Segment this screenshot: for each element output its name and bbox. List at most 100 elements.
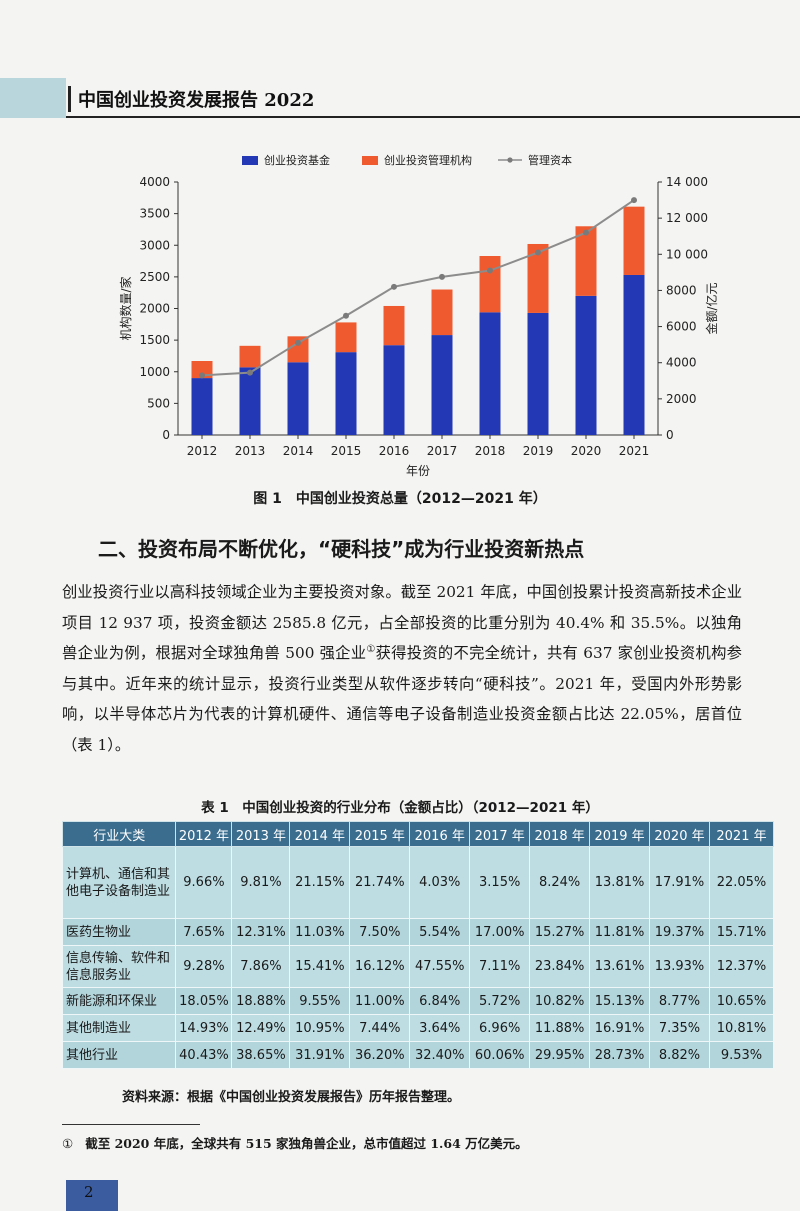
y-tick-label: 4000	[139, 175, 170, 189]
table-caption: 表 1 中国创业投资的行业分布（金额占比）（2012—2021 年）	[201, 800, 599, 816]
industry-name-cell: 信息传输、软件和信息服务业	[61, 945, 177, 988]
share-cell: 11.03%	[289, 918, 351, 946]
share-cell: 10.82%	[529, 987, 591, 1015]
share-cell: 15.13%	[589, 987, 651, 1015]
line-point	[247, 369, 253, 376]
y-tick-label: 3000	[139, 238, 170, 252]
bar-manager	[575, 226, 597, 296]
bar-manager	[239, 345, 261, 368]
share-cell: 15.27%	[529, 918, 591, 946]
section-heading: 二、投资布局不断优化，“硬科技”成为行业投资新热点	[98, 537, 585, 561]
line-point	[391, 283, 397, 290]
share-cell: 17.91%	[649, 846, 710, 919]
bar-fund	[383, 345, 405, 435]
share-cell: 32.40%	[409, 1041, 471, 1069]
y2-tick-label: 4000	[666, 356, 697, 370]
footnote-rule	[62, 1124, 200, 1125]
share-cell: 8.77%	[649, 987, 710, 1015]
footnote-reference[interactable]: ①	[366, 644, 376, 656]
y-tick-label: 500	[147, 396, 170, 410]
header-year: 2015 年	[349, 821, 411, 847]
y-tick-label: 2000	[139, 302, 170, 316]
line-point	[295, 339, 301, 346]
table-row: 信息传输、软件和信息服务业 9.28% 7.86% 15.41% 16.12% 47.55…	[61, 945, 775, 988]
legend-swatch	[362, 156, 378, 165]
share-cell: 38.65%	[231, 1041, 291, 1069]
share-cell: 6.84%	[409, 987, 471, 1015]
bar-fund	[191, 378, 213, 435]
share-cell: 8.24%	[529, 846, 591, 919]
share-cell: 11.88%	[529, 1014, 591, 1042]
share-cell: 9.66%	[175, 846, 233, 919]
bar-manager	[527, 243, 549, 313]
share-cell: 12.31%	[231, 918, 291, 946]
bar-fund	[239, 367, 261, 435]
paragraph-text-part-2: 获得投资的不完全统计，共有 637 家创业投资机构参与其中。近年来的统计显示，投…	[62, 644, 742, 754]
share-cell: 22.05%	[708, 846, 775, 919]
x-tick-label: 2020	[571, 444, 602, 458]
bar-manager	[191, 360, 213, 379]
table-row: 医药生物业 7.65% 12.31% 11.03% 7.50% 5.54% 17.00% 15…	[61, 918, 775, 946]
bar-fund	[575, 295, 597, 435]
share-cell: 12.37%	[708, 945, 775, 988]
legend-label: 创业投资基金	[264, 153, 330, 167]
bar-fund	[623, 274, 645, 435]
header-year: 2012 年	[175, 821, 233, 847]
header-year: 2016 年	[409, 821, 471, 847]
bar-manager	[623, 206, 645, 275]
bar-fund	[287, 362, 309, 435]
figure-1-chart: 创业投资基金 创业投资管理机构 管理资本 0 500 1000 1500 2000 2500 30…	[100, 145, 740, 480]
header-year: 2017 年	[469, 821, 531, 847]
share-cell: 13.81%	[589, 846, 651, 919]
share-cell: 6.96%	[469, 1014, 531, 1042]
share-cell: 13.93%	[649, 945, 710, 988]
share-cell: 14.93%	[175, 1014, 233, 1042]
share-cell: 60.06%	[469, 1041, 531, 1069]
share-cell: 10.81%	[708, 1014, 775, 1042]
share-cell: 9.55%	[289, 987, 351, 1015]
legend-label: 创业投资管理机构	[384, 153, 472, 167]
legend-swatch	[242, 156, 258, 165]
y-tick-label: 3500	[139, 207, 170, 221]
share-cell: 36.20%	[349, 1041, 411, 1069]
header-year: 2020 年	[649, 821, 710, 847]
industry-name-cell: 新能源和环保业	[61, 987, 177, 1015]
header-year: 2021 年	[708, 821, 775, 847]
line-point	[583, 229, 589, 236]
x-tick-label: 2019	[523, 444, 554, 458]
line-point	[487, 267, 493, 274]
bar-manager	[383, 305, 405, 346]
share-cell: 3.64%	[409, 1014, 471, 1042]
table-row: 其他制造业 14.93% 12.49% 10.95% 7.44% 3.64% 6.96% 11…	[61, 1014, 775, 1042]
share-cell: 5.72%	[469, 987, 531, 1015]
x-tick-label: 2014	[283, 444, 314, 458]
share-cell: 9.53%	[708, 1041, 775, 1069]
share-cell: 7.65%	[175, 918, 233, 946]
bar-fund	[527, 312, 549, 435]
header-accent-bar	[68, 86, 71, 112]
share-cell: 18.88%	[231, 987, 291, 1015]
x-tick-label: 2021	[619, 444, 650, 458]
y-axis-title: 机构数量/家	[118, 276, 133, 340]
line-point	[535, 249, 541, 256]
y-tick-label: 0	[162, 428, 170, 442]
header-year: 2019 年	[589, 821, 651, 847]
y2-tick-label: 10 000	[666, 247, 708, 261]
running-header-title: 中国创业投资发展报告 2022	[78, 90, 315, 111]
y2-tick-label: 6000	[666, 320, 697, 334]
share-cell: 21.74%	[349, 846, 411, 919]
share-cell: 47.55%	[409, 945, 471, 988]
legend-label: 管理资本	[528, 153, 572, 167]
table-row: 新能源和环保业 18.05% 18.88% 9.55% 11.00% 6.84% 5.72%…	[61, 987, 775, 1015]
header-year: 2014 年	[289, 821, 351, 847]
share-cell: 21.15%	[289, 846, 351, 919]
share-cell: 16.91%	[589, 1014, 651, 1042]
industry-name-cell: 其他制造业	[61, 1014, 177, 1042]
bar-manager	[431, 289, 453, 336]
bar-manager	[479, 256, 501, 313]
x-axis-title: 年份	[406, 464, 430, 478]
y-tick-label: 1000	[139, 365, 170, 379]
share-cell: 7.86%	[231, 945, 291, 988]
x-tick-label: 2015	[331, 444, 362, 458]
line-managed-capital	[201, 199, 635, 377]
